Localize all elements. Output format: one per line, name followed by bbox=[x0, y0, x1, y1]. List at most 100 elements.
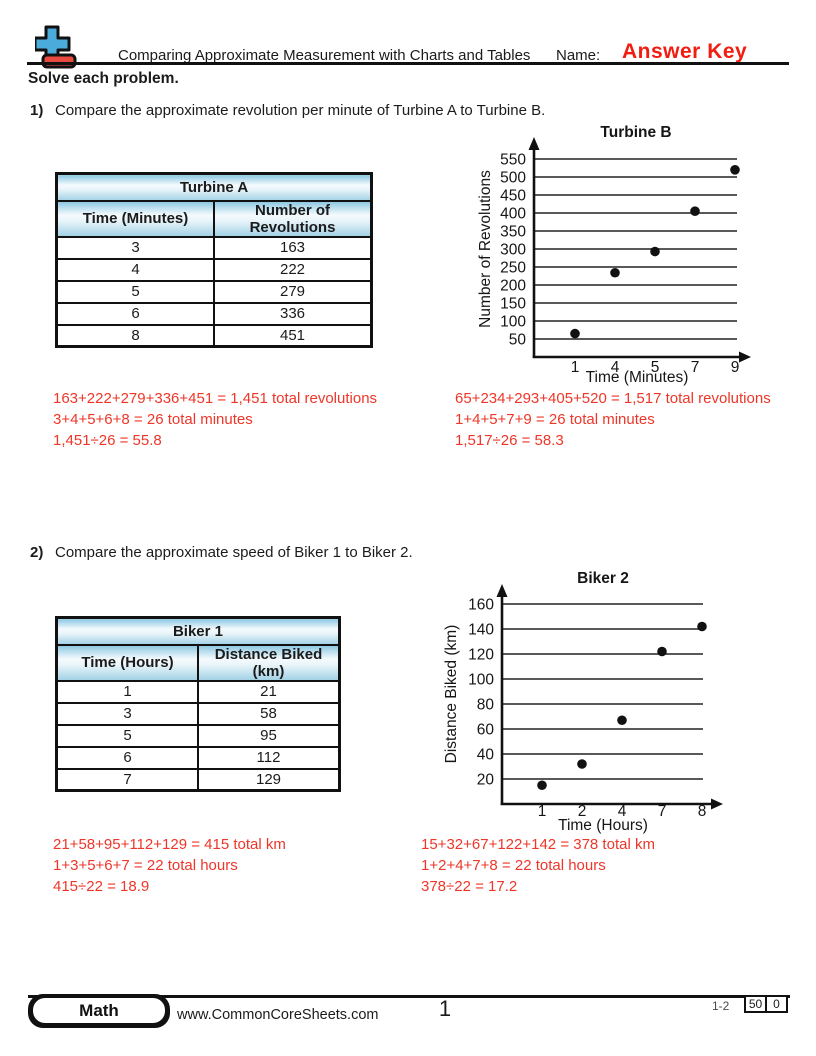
problem-2-answers-left: 21+58+95+112+129 = 415 total km 1+3+5+6+… bbox=[53, 835, 286, 897]
chart-title: Turbine B bbox=[600, 124, 671, 141]
table-cell: 6 bbox=[55, 745, 199, 770]
x-tick-label: 7 bbox=[691, 359, 700, 376]
answer-line: 3+4+5+6+8 = 26 total minutes bbox=[53, 410, 253, 428]
y-tick-label: 500 bbox=[500, 170, 526, 187]
chart-title: Biker 2 bbox=[577, 570, 629, 587]
problem-1-answers-left: 163+222+279+336+451 = 1,451 total revolu… bbox=[53, 389, 377, 451]
footer-rule bbox=[28, 995, 790, 998]
y-axis-label: Distance Biked (km) bbox=[443, 625, 460, 764]
answer-line: 21+58+95+112+129 = 415 total km bbox=[53, 836, 286, 853]
score-box-missed: 0 bbox=[765, 995, 788, 1013]
y-tick-label: 100 bbox=[500, 314, 526, 331]
answer-line: 1,451÷26 = 55.8 bbox=[53, 431, 162, 449]
table-cell: 7 bbox=[55, 767, 199, 792]
subject-badge: Math bbox=[28, 994, 170, 1028]
subject-label: Math bbox=[33, 998, 165, 1023]
answer-line: 163+222+279+336+451 = 1,451 total revolu… bbox=[53, 390, 378, 407]
x-tick-label: 4 bbox=[611, 359, 620, 376]
table-row: 6 112 bbox=[55, 745, 341, 770]
data-point bbox=[537, 780, 547, 791]
website-url: www.CommonCoreSheets.com bbox=[177, 1007, 379, 1023]
y-tick-label: 120 bbox=[468, 647, 494, 664]
table-cell: 3 bbox=[55, 235, 215, 260]
data-point bbox=[577, 759, 587, 769]
table-row: 3 58 bbox=[55, 701, 341, 726]
y-tick-label: 250 bbox=[500, 260, 526, 277]
y-axis-arrow-icon bbox=[528, 137, 540, 150]
table-cell: 1 bbox=[55, 679, 199, 704]
problem-1-number: 1) bbox=[30, 102, 44, 119]
answer-line: 1+3+5+6+7 = 22 total hours bbox=[53, 856, 238, 874]
y-tick-label: 300 bbox=[500, 242, 526, 259]
x-tick-label: 2 bbox=[578, 803, 587, 820]
table-row: 5 95 bbox=[55, 723, 341, 748]
problem-2-answers-right: 15+32+67+122+142 = 378 total km 1+2+4+7+… bbox=[421, 835, 655, 897]
table-cell: 95 bbox=[197, 723, 341, 748]
y-tick-label: 160 bbox=[468, 597, 494, 614]
x-tick-label: 9 bbox=[731, 359, 740, 376]
table-cell: 8 bbox=[55, 323, 215, 348]
y-tick-label: 400 bbox=[500, 206, 526, 223]
table-cell: 222 bbox=[213, 257, 373, 282]
data-point bbox=[650, 246, 660, 257]
x-axis-arrow-icon bbox=[739, 351, 751, 363]
x-tick-label: 1 bbox=[538, 803, 547, 820]
table-title: Turbine A bbox=[55, 172, 373, 202]
table-cell: 336 bbox=[213, 301, 373, 326]
data-point bbox=[610, 267, 620, 278]
y-tick-label: 450 bbox=[500, 188, 526, 205]
table-cell: 5 bbox=[55, 723, 199, 748]
score-box-total: 50 bbox=[744, 995, 767, 1013]
page-number: 1 bbox=[438, 996, 452, 1021]
table-cell: 163 bbox=[213, 235, 373, 260]
column-header: Time (Minutes) bbox=[55, 199, 215, 238]
column-header: Time (Hours) bbox=[55, 643, 199, 682]
data-point bbox=[657, 646, 667, 657]
y-tick-label: 550 bbox=[500, 152, 526, 169]
x-tick-label: 8 bbox=[698, 803, 707, 820]
table-cell: 4 bbox=[55, 257, 215, 282]
problem-2-question: Compare the approximate speed of Biker 1… bbox=[55, 544, 413, 561]
x-tick-label: 1 bbox=[571, 359, 580, 376]
x-tick-label: 4 bbox=[618, 803, 627, 820]
table-row: 3 163 bbox=[55, 235, 373, 260]
table-cell: 3 bbox=[55, 701, 199, 726]
biker-1-table: Biker 1 Time (Hours) Distance Biked (km) 1 2… bbox=[55, 616, 341, 792]
x-axis-label: Time (Hours) bbox=[558, 817, 648, 834]
table-cell: 112 bbox=[197, 745, 341, 770]
table-row: 4 222 bbox=[55, 257, 373, 282]
answer-line: 1,517÷26 = 58.3 bbox=[455, 431, 564, 449]
y-tick-label: 140 bbox=[468, 622, 494, 639]
problem-range: 1-2 bbox=[712, 999, 730, 1013]
answer-line: 1+4+5+7+9 = 26 total minutes bbox=[455, 410, 655, 428]
data-point bbox=[617, 715, 627, 726]
problem-2-number: 2) bbox=[30, 544, 44, 561]
data-point bbox=[730, 165, 740, 175]
table-cell: 451 bbox=[213, 323, 373, 348]
x-axis-label: Time (Minutes) bbox=[586, 369, 689, 386]
table-cell: 5 bbox=[55, 279, 215, 304]
y-tick-label: 150 bbox=[500, 296, 526, 313]
table-row: 8 451 bbox=[55, 323, 373, 348]
y-axis-label: Number of Revolutions bbox=[477, 170, 494, 328]
answer-key-value: Answer Key bbox=[622, 40, 748, 63]
y-tick-label: 60 bbox=[477, 722, 495, 739]
turbine-a-table: Turbine A Time (Minutes) Number of Revolut… bbox=[55, 172, 373, 348]
worksheet-title: Comparing Approximate Measurement with C… bbox=[118, 47, 531, 64]
y-tick-label: 350 bbox=[500, 224, 526, 241]
problem-1-question: Compare the approximate revolution per m… bbox=[55, 102, 546, 119]
y-tick-label: 80 bbox=[477, 697, 495, 714]
y-tick-label: 100 bbox=[468, 672, 494, 689]
answer-line: 415÷22 = 18.9 bbox=[53, 877, 150, 895]
table-row: 6 336 bbox=[55, 301, 373, 326]
answer-line: 65+234+293+405+520 = 1,517 total revolut… bbox=[455, 390, 771, 407]
y-tick-label: 40 bbox=[477, 747, 495, 764]
x-tick-label: 7 bbox=[658, 803, 667, 820]
data-point bbox=[697, 621, 707, 632]
table-cell: 279 bbox=[213, 279, 373, 304]
column-header: Number of Revolutions bbox=[213, 199, 373, 238]
table-row: 5 279 bbox=[55, 279, 373, 304]
name-label: Name: bbox=[556, 47, 601, 64]
